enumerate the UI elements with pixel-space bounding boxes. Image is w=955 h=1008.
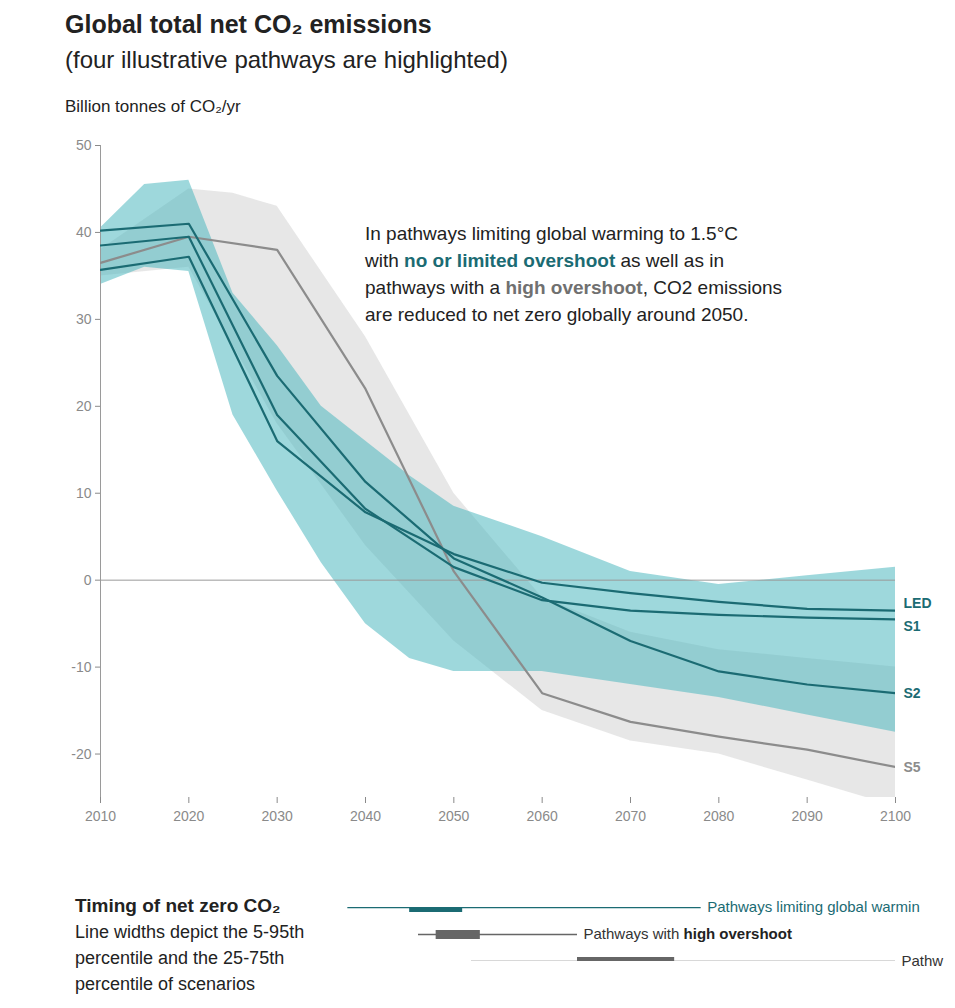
svg-text:2030: 2030 — [262, 808, 293, 824]
svg-text:-20: -20 — [71, 746, 91, 762]
html-text:(four illustrative pathways ar: (four illustrative pathways are highligh… — [65, 46, 508, 73]
svg-text:50: 50 — [76, 137, 92, 153]
svg-text:2010: 2010 — [85, 808, 116, 824]
svg-text:-10: -10 — [71, 659, 91, 675]
html-text:Global total net CO₂ emissions: Global total net CO₂ emissions — [65, 10, 432, 38]
html-text:with no or limited overshoot a: with no or limited overshoot as well as … — [365, 250, 724, 271]
svg-text:2060: 2060 — [527, 808, 558, 824]
svg-text:20: 20 — [76, 398, 92, 414]
html-text:Billion tonnes of CO₂/yr: Billion tonnes of CO₂/yr — [65, 97, 241, 116]
svg-text:2080: 2080 — [703, 808, 734, 824]
html-text:percentile and the 25-75th: percentile and the 25-75th — [75, 948, 285, 968]
html-text:are reduced to net zero global: are reduced to net zero globally around … — [365, 304, 749, 325]
svg-text:2050: 2050 — [438, 808, 469, 824]
svg-text:LED: LED — [904, 595, 932, 611]
html-text:In pathways limiting global wa: In pathways limiting global warming to 1… — [365, 223, 738, 244]
svg-text:30: 30 — [76, 311, 92, 327]
svg-text:S2: S2 — [904, 685, 921, 701]
svg-text:2020: 2020 — [173, 808, 204, 824]
svg-text:2070: 2070 — [615, 808, 646, 824]
svg-text:10: 10 — [76, 485, 92, 501]
svg-text:S5: S5 — [904, 759, 921, 775]
svg-text:0: 0 — [84, 572, 92, 588]
svg-text:S1: S1 — [904, 618, 921, 634]
svg-text:Pathways limiting global warmi: Pathways limiting global warmin — [707, 898, 920, 915]
html-text:percentile of scenarios: percentile of scenarios — [75, 974, 256, 994]
svg-text:2090: 2090 — [792, 808, 823, 824]
html-text:pathways with a high overshoot: pathways with a high overshoot, CO2 emis… — [365, 277, 783, 298]
svg-text:2100: 2100 — [880, 808, 911, 824]
html-text:Timing of net zero CO₂: Timing of net zero CO₂ — [75, 895, 281, 916]
svg-text:Pathways with high overshoot: Pathways with high overshoot — [584, 925, 792, 942]
svg-text:Pathw: Pathw — [902, 952, 944, 969]
svg-text:40: 40 — [76, 224, 92, 240]
svg-text:2040: 2040 — [350, 808, 381, 824]
html-text:Line widths depict the 5-95th: Line widths depict the 5-95th — [75, 922, 305, 942]
